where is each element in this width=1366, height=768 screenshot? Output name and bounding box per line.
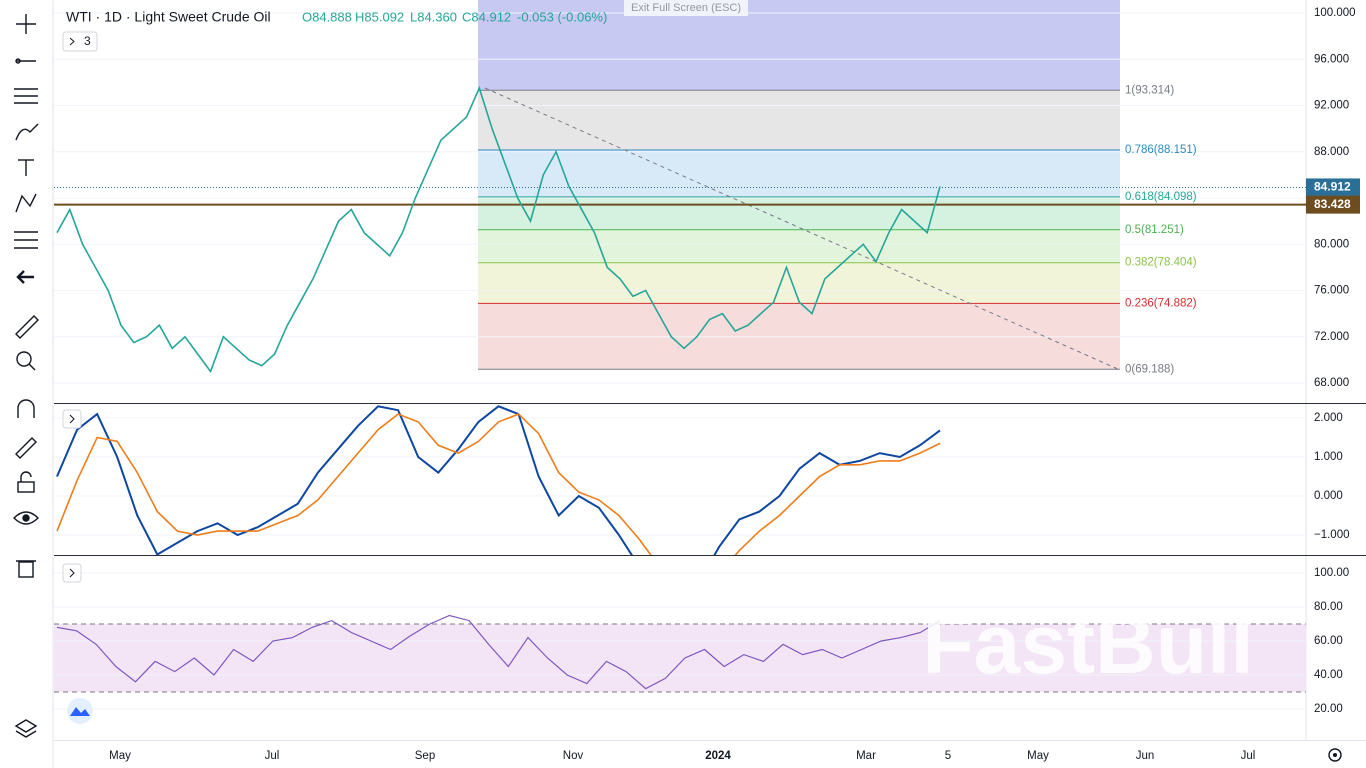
price-tick-label: 72.000	[1314, 331, 1349, 343]
layers-tool[interactable]	[14, 719, 38, 738]
macd-toggle[interactable]	[62, 409, 82, 429]
price-tick-label: 68.000	[1314, 377, 1349, 389]
lock-drawing-tool[interactable]	[15, 437, 37, 459]
rsi-tick-label: 40.00	[1314, 669, 1343, 681]
chevron-icon	[69, 414, 75, 424]
time-tick-label: Jul	[1241, 750, 1256, 762]
magnet-tool[interactable]	[17, 399, 35, 418]
settings-icon[interactable]	[1328, 748, 1342, 762]
time-tick-label: Sep	[415, 750, 435, 762]
fib-zone	[478, 229, 1120, 263]
fib-label: 0.5(81.251)	[1125, 224, 1184, 236]
price-tick-label: 92.000	[1314, 100, 1349, 112]
price-tick-label: 76.000	[1314, 285, 1349, 297]
level-label: 83.428	[1314, 197, 1351, 211]
high-value: H85.092	[355, 9, 404, 24]
fib-label: 1(93.314)	[1125, 84, 1174, 96]
chevron-icon	[69, 568, 75, 578]
symbol-title: WTI · 1D · Light Sweet Crude Oil	[66, 9, 271, 25]
close-value: C84.912	[462, 9, 511, 24]
delete-tool[interactable]	[16, 560, 36, 578]
toolbar	[13, 0, 54, 768]
back-tool[interactable]	[16, 270, 34, 284]
brush-tool[interactable]	[15, 123, 39, 141]
zoom-tool[interactable]	[16, 351, 36, 371]
indicator-toggle[interactable]	[62, 31, 98, 52]
time-tick-label: Mar	[856, 750, 876, 762]
logo-badge	[67, 698, 93, 724]
price-line	[56, 85, 941, 374]
rsi-toggle[interactable]	[62, 563, 82, 583]
fib-label: 0.382(78.404)	[1125, 257, 1197, 269]
time-tick-label: May	[1027, 750, 1049, 762]
time-tick-label: Jun	[1136, 750, 1155, 762]
level-tag	[1306, 195, 1360, 214]
fib-zone	[478, 196, 1120, 230]
prediction-tool[interactable]	[14, 231, 38, 249]
axes: 100.00096.00092.00088.00084.00080.00076.…	[109, 7, 1360, 762]
watermark: FastBull	[922, 597, 1253, 691]
fib-label: 0.786(88.151)	[1125, 144, 1197, 156]
exit-fullscreen-label: Exit Full Screen (ESC)	[631, 2, 741, 14]
macd-tick-label: 0.000	[1314, 490, 1343, 502]
rsi-tick-label: 80.00	[1314, 601, 1343, 613]
macd-tick-label: 1.000	[1314, 451, 1343, 463]
rsi-tick-label: 60.00	[1314, 635, 1343, 647]
time-tick-label: 2024	[705, 750, 731, 762]
fib-label: 0(69.188)	[1125, 363, 1174, 375]
lock-tool[interactable]	[17, 471, 35, 493]
fib-zone	[478, 90, 1120, 151]
chevron-icon	[69, 37, 75, 46]
fib-label: 0.618(84.098)	[1125, 191, 1197, 203]
fib-extension-zone	[478, 0, 1120, 91]
pattern-tool[interactable]	[15, 193, 37, 213]
last-price-tag	[1306, 178, 1360, 197]
change-value: -0.053 (-0.06%)	[517, 9, 607, 24]
time-tick-label: 5	[945, 750, 951, 762]
fib-zone	[478, 262, 1120, 304]
last-price-label: 84.912	[1314, 180, 1351, 194]
time-tick-label: Jul	[265, 750, 280, 762]
time-tick-label: Nov	[563, 750, 584, 762]
visibility-tool[interactable]	[13, 511, 39, 525]
price-tick-label: 80.000	[1314, 238, 1349, 250]
open-value: O84.888	[302, 9, 352, 24]
price-tick-label: 96.000	[1314, 53, 1349, 65]
rsi-pane	[54, 572, 1306, 710]
indicator-count: 3	[84, 34, 91, 48]
macd-tick-label: 2.000	[1314, 412, 1343, 424]
price-pane: 1(93.314) 0.786(88.151) 0.618(84.098) 0.5(8…	[54, 0, 1306, 384]
crosshair-tool[interactable]	[16, 14, 36, 34]
trend-line	[484, 87, 1121, 371]
rsi-tick-label: 100.00	[1314, 567, 1349, 579]
rsi-tick-label: 20.00	[1314, 703, 1343, 715]
rsi-line	[56, 614, 941, 690]
logo-icon	[70, 707, 90, 716]
price-tick-label: 88.000	[1314, 146, 1349, 158]
rsi-band	[54, 624, 1306, 692]
low-value: L84.360	[410, 9, 457, 24]
fib-label: 0.236(74.882)	[1125, 297, 1197, 309]
ruler-tool[interactable]	[15, 315, 39, 339]
fib-tool[interactable]	[14, 88, 38, 104]
price-tick-label: 100.000	[1314, 7, 1356, 19]
macd-tick-label: −1.000	[1314, 529, 1350, 541]
exit-fullscreen-button[interactable]	[624, 0, 748, 16]
macd-pane	[54, 405, 1306, 555]
line-tool[interactable]	[15, 58, 36, 64]
macd-line	[56, 405, 941, 555]
time-tick-label: May	[109, 750, 131, 762]
signal-line	[56, 413, 941, 555]
text-tool[interactable]	[18, 159, 34, 176]
fib-zone	[478, 150, 1120, 197]
